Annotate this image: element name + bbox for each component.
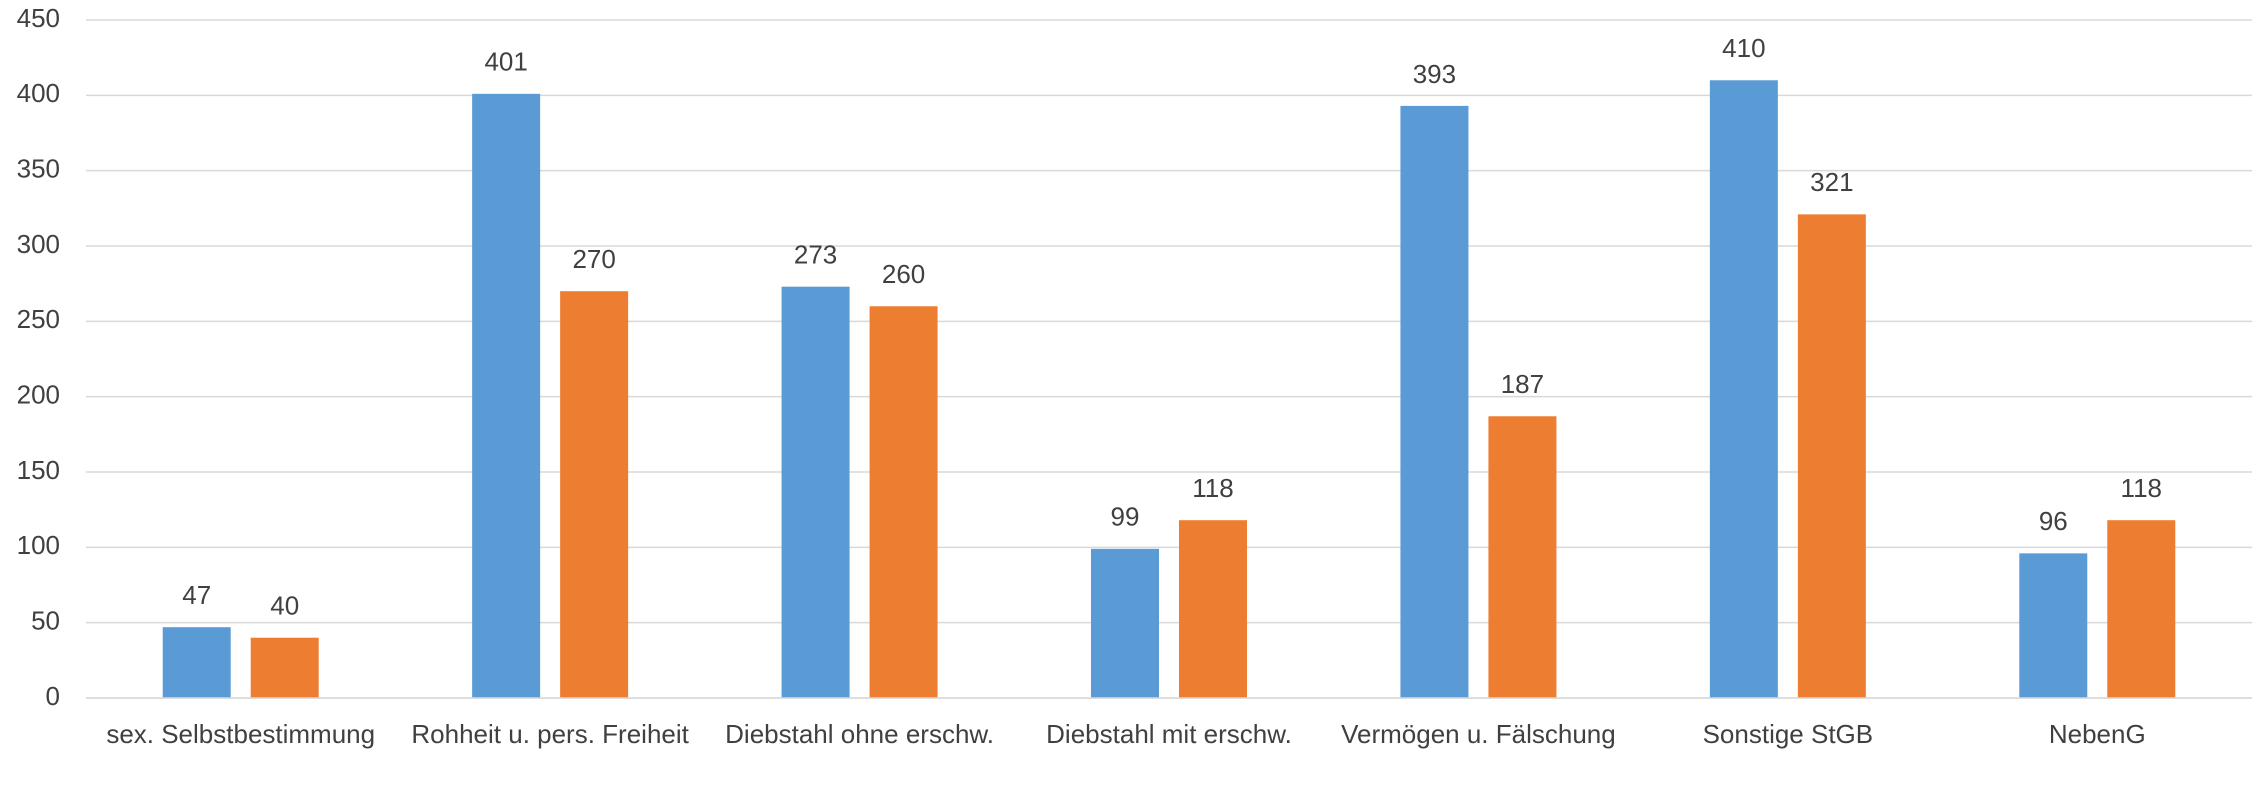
x-tick-label: Vermögen u. Fälschung (1341, 719, 1616, 749)
data-label: 321 (1810, 167, 1853, 197)
y-tick-label: 450 (17, 3, 60, 33)
bar (2107, 520, 2176, 698)
y-tick-label: 100 (17, 530, 60, 560)
data-label: 47 (182, 580, 211, 610)
data-label: 118 (2121, 473, 2162, 503)
bar (1179, 520, 1247, 698)
y-tick-label: 0 (46, 681, 60, 711)
y-tick-label: 250 (17, 304, 60, 334)
data-label: 118 (1192, 473, 1233, 503)
bar (1488, 416, 1557, 698)
bar (1400, 105, 1469, 698)
y-tick-label: 50 (31, 606, 60, 636)
y-tick-label: 300 (17, 229, 60, 259)
bar (1091, 548, 1159, 698)
bar (2019, 553, 2088, 698)
bar (472, 93, 541, 699)
x-tick-label: Rohheit u. pers. Freiheit (411, 719, 689, 749)
data-label: 401 (484, 47, 527, 77)
bar (560, 291, 629, 698)
x-tick-label: Diebstahl ohne erschw. (725, 719, 994, 749)
data-label: 40 (270, 591, 299, 621)
bar (250, 637, 319, 698)
data-label: 273 (794, 240, 837, 270)
y-tick-label: 350 (17, 154, 60, 184)
x-tick-label: sex. Selbstbestimmung (106, 719, 376, 749)
x-tick-label: Diebstahl mit erschw. (1046, 719, 1292, 749)
bar (781, 286, 850, 698)
data-label: 410 (1722, 33, 1765, 63)
y-tick-label: 400 (17, 78, 60, 108)
x-tick-label: NebenG (2048, 719, 2146, 749)
y-tick-label: 150 (17, 455, 60, 485)
x-tick-label: Sonstige StGB (1702, 719, 1874, 749)
bar (1709, 80, 1778, 699)
data-label: 393 (1413, 59, 1456, 89)
bar (162, 627, 231, 698)
y-tick-label: 200 (17, 380, 60, 410)
data-label: 99 (1111, 502, 1140, 532)
bar (1797, 214, 1866, 699)
data-label: 96 (2039, 506, 2068, 536)
data-label: 187 (1501, 369, 1544, 399)
bar (869, 306, 938, 698)
data-label: 260 (882, 259, 925, 289)
data-label: 270 (572, 244, 615, 274)
